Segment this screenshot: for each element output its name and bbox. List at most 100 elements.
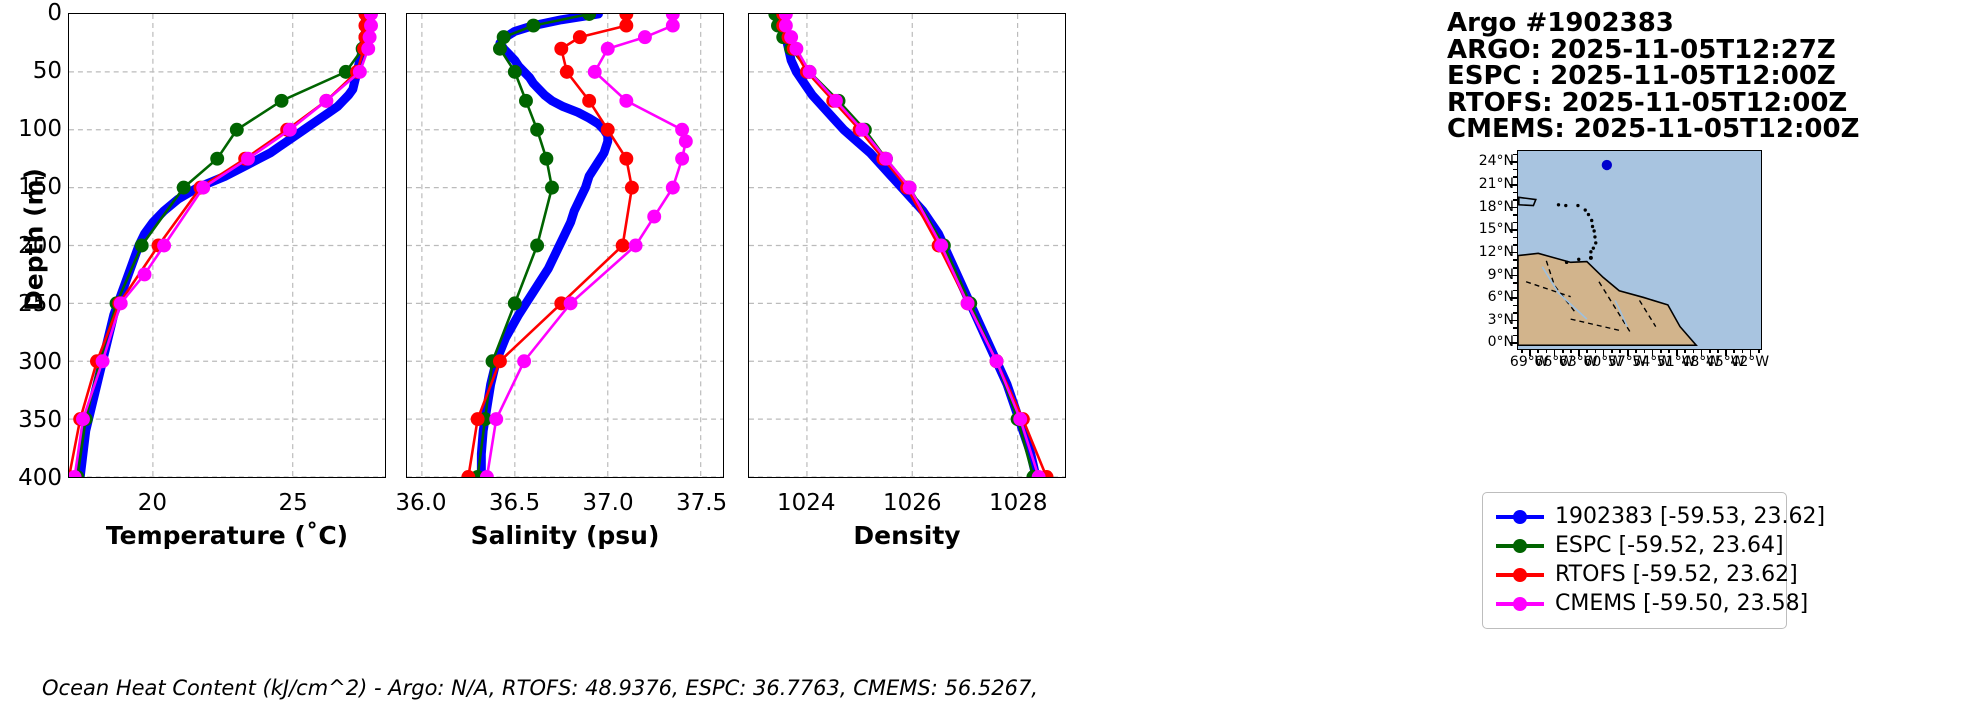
salinity-panel (406, 13, 724, 478)
map-lon-minor-tickmark (1602, 349, 1605, 353)
map-lon-minor-tickmark (1586, 349, 1588, 353)
map-lon-minor-tickmark (1717, 349, 1719, 353)
map-lat-minor-tickmark (1513, 176, 1517, 178)
ocean-heat-content-footnote: Ocean Heat Content (kJ/cm^2) - Argo: N/A… (42, 676, 1038, 700)
depth-tick-350: 350 (18, 406, 62, 433)
salinity-tick-37.5: 37.5 (675, 490, 728, 516)
density-tick-1024: 1024 (777, 490, 836, 516)
map-lat-tick-15°N: 15°N (1478, 221, 1514, 238)
depth-axis-title: Depth (m) (19, 168, 49, 311)
map-lat-minor-tickmark (1513, 304, 1517, 307)
density-tick-1028: 1028 (989, 490, 1048, 516)
map-lat-minor-tickmark (1513, 297, 1517, 299)
map-lon-minor-tickmark (1749, 349, 1752, 353)
map-lat-minor-tickmark (1513, 289, 1517, 292)
map-lon-minor-tickmark (1561, 349, 1564, 353)
legend-row-2[interactable]: RTOFS [-59.52, 23.62] (1496, 560, 1798, 589)
map-lat-minor-tickmark (1513, 221, 1517, 224)
map-lat-minor-tickmark (1513, 266, 1517, 269)
location-map: 24°N 21°N 18°N 15°N 12°N 9°N 6°N 3°N 0°N 69°W 66°… (1460, 150, 1790, 375)
temperature-tick-25: 25 (278, 490, 308, 516)
map-lat-minor-tickmark (1513, 312, 1517, 314)
legend-swatch-icon (1496, 507, 1544, 527)
info-line-0: Argo #1902383 (1447, 8, 1674, 38)
map-lon-tick-45°W: 45°W (1705, 354, 1745, 370)
map-lon-tick-57°W: 57°W (1607, 354, 1647, 370)
salinity-tick-36.0: 36.0 (395, 490, 447, 516)
depth-tick-50: 50 (32, 58, 62, 85)
map-lat-tick-18°N: 18°N (1478, 198, 1514, 215)
map-lon-minor-tickmark (1619, 349, 1621, 353)
map-lon-minor-tickmark (1757, 349, 1760, 353)
depth-tick-100: 100 (18, 116, 62, 143)
density-axis-title: Density (853, 521, 961, 550)
map-lon-tick-66°W: 66°W (1534, 354, 1574, 370)
map-lat-minor-tickmark (1513, 191, 1517, 194)
map-lat-minor-tickmark (1513, 342, 1517, 345)
map-lon-tick-48°W: 48°W (1681, 354, 1721, 370)
legend-swatch-icon (1496, 536, 1544, 556)
legend-label: ESPC [-59.52, 23.64] (1555, 533, 1784, 558)
map-lat-minor-tickmark (1513, 274, 1517, 277)
legend-marker-dot (1513, 596, 1527, 611)
depth-tick-150: 150 (18, 174, 62, 201)
info-line-2: ESPC : 2025-11-05T12:00Z (1447, 61, 1836, 91)
legend-row-0[interactable]: 1902383 [-59.53, 23.62] (1496, 502, 1825, 531)
depth-tick-200: 200 (18, 232, 62, 259)
legend-swatch-icon (1496, 565, 1544, 585)
map-latitude-ticks: 24°N 21°N 18°N 15°N 12°N 9°N 6°N 3°N 0°N (1460, 150, 1514, 350)
map-lon-minor-tickmark (1537, 349, 1539, 353)
temperature-panel (68, 13, 386, 478)
map-lat-minor-tickmark (1513, 251, 1517, 254)
depth-axis-ticks: 0 50 100 150 200 250 300 350 400 (0, 0, 62, 492)
legend-label: CMEMS [-59.50, 23.58] (1555, 591, 1809, 616)
map-lat-minor-tickmark (1513, 206, 1517, 209)
legend-row-3[interactable]: CMEMS [-59.50, 23.58] (1496, 589, 1808, 618)
depth-tick-0: 0 (47, 0, 62, 26)
map-lat-minor-tickmark (1513, 244, 1517, 246)
legend-marker-dot (1513, 567, 1527, 582)
map-lon-minor-tickmark (1594, 349, 1597, 353)
legend-swatch-icon (1496, 594, 1544, 614)
salinity-tick-37.0: 37.0 (582, 490, 634, 516)
map-lon-minor-tickmark (1570, 349, 1572, 353)
map-lon-minor-tickmark (1684, 349, 1686, 353)
map-lat-minor-tickmark (1513, 161, 1517, 163)
map-lat-minor-tickmark (1513, 214, 1517, 216)
map-lon-minor-tickmark (1651, 349, 1654, 353)
map-lon-minor-tickmark (1708, 349, 1711, 353)
depth-tick-250: 250 (18, 290, 62, 317)
legend-label: 1902383 [-59.53, 23.62] (1555, 504, 1826, 529)
series-legend: 1902383 [-59.53, 23.62] ESPC [-59.52, 23.… (1482, 492, 1825, 629)
map-lon-minor-tickmark (1668, 349, 1670, 353)
map-lat-minor-tickmark (1513, 334, 1517, 337)
map-lon-minor-tickmark (1741, 349, 1744, 353)
map-lon-minor-tickmark (1553, 349, 1556, 353)
depth-tick-300: 300 (18, 348, 62, 375)
map-lat-minor-tickmark (1513, 153, 1517, 156)
depth-tick-400: 400 (18, 465, 62, 491)
map-lat-minor-tickmark (1513, 319, 1517, 322)
map-lon-minor-tickmark (1733, 349, 1735, 353)
map-lon-minor-tickmark (1676, 349, 1678, 353)
map-lat-tick-0°N: 0°N (1487, 334, 1514, 351)
map-lon-tick-69°W: 69°W (1509, 354, 1549, 370)
map-lon-tick-42°W: 42°W (1730, 354, 1770, 370)
legend-marker-dot (1513, 538, 1527, 553)
map-lat-minor-tickmark (1513, 199, 1517, 201)
map-lon-minor-tickmark (1545, 349, 1548, 353)
info-line-4: CMEMS: 2025-11-05T12:00Z (1447, 114, 1860, 144)
map-lon-minor-tickmark (1610, 349, 1613, 353)
map-lon-minor-tickmark (1627, 349, 1629, 353)
map-lat-tick-9°N: 9°N (1487, 266, 1514, 283)
map-lon-minor-tickmark (1521, 349, 1523, 353)
map-canvas (1517, 150, 1762, 350)
map-lat-minor-tickmark (1513, 236, 1517, 239)
profile-info-text: Argo #1902383 ARGO: 2025-11-05T12:27Z ESPC… (1447, 10, 1859, 143)
legend-row-1[interactable]: ESPC [-59.52, 23.64] (1496, 531, 1784, 560)
map-lon-tick-63°W: 63°W (1558, 354, 1598, 370)
profile-plot-group: 0 50 100 150 200 250 300 350 400 Depth (m) 20 25 3… (0, 0, 1066, 700)
map-lon-minor-tickmark (1635, 349, 1637, 353)
density-panel (748, 13, 1066, 478)
map-lon-minor-tickmark (1659, 349, 1662, 353)
